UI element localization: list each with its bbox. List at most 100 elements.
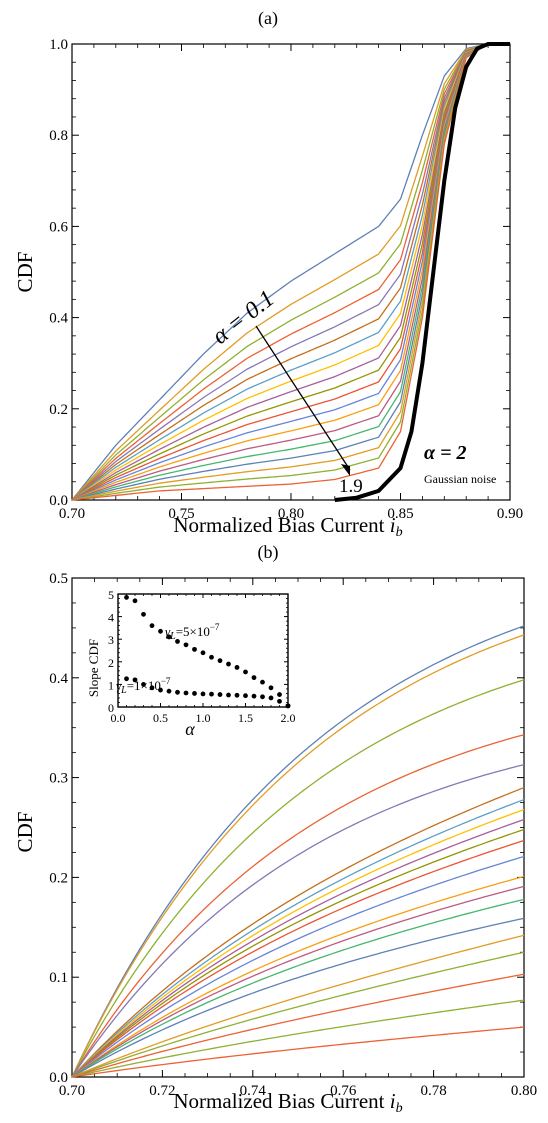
panel-a-ytick-label: 0.4 (49, 311, 68, 327)
inset-point-series-0 (132, 598, 138, 604)
inset-point-series-0 (217, 658, 223, 664)
panel-a-series-line (71, 43, 510, 501)
inset-series-0-label: γL=5×10−7 (165, 622, 220, 642)
panel-a-label: (a) (258, 8, 278, 29)
inset-xlabel: α (185, 719, 195, 739)
inset-point-series-1 (200, 691, 206, 697)
inset-point-series-1 (260, 694, 265, 700)
panel-a-ytick-label: 0.8 (49, 128, 68, 144)
panel-b-ytick-label: 0.3 (49, 771, 68, 787)
panel-b-xtick-label: 0.76 (330, 1083, 357, 1099)
inset-point-series-0 (158, 628, 163, 634)
inset-ytick-label: 3 (108, 633, 114, 647)
panel-b-label: (b) (258, 542, 279, 563)
panel-b-series-line (71, 798, 525, 1078)
inset-point-series-0 (149, 623, 155, 629)
panel-b-series-line (71, 679, 525, 1078)
inset-ytick-label: 4 (108, 611, 114, 625)
inset-point-series-1 (192, 691, 197, 696)
inset-point-series-0 (226, 661, 231, 667)
panel-b-plot: 0.70 0.72 0.74 0.76 0.78 0.80 0.0 0.1 0.2 0.3 0.4 0… (49, 571, 537, 1099)
inset-xtick-label: 2.0 (281, 711, 296, 725)
panel-b-series-line (71, 634, 525, 1078)
alpha-arrow (255, 325, 351, 471)
panel-b-ytick-label: 0.5 (49, 571, 68, 587)
inset-point-series-0 (124, 594, 129, 600)
inset-point-series-0 (175, 639, 180, 644)
inset-plot: 0.0 0.5 1.0 1.5 2.0 0 1 2 3 4 5 (88, 588, 298, 745)
panel-b-series-line (71, 973, 525, 1078)
panel-b-ytick-label: 0.4 (49, 671, 68, 687)
panel-a-ytick-label: 1.0 (49, 37, 68, 53)
inset-point-series-0 (251, 675, 257, 681)
panel-a-series (71, 42, 510, 502)
panel-b-series-line (71, 625, 525, 1078)
panel-a-xlabel: Normalized Bias Current ib (173, 513, 402, 540)
panel-b-ytick-label: 0.1 (49, 970, 68, 986)
panel-b-series-line (71, 763, 525, 1078)
alpha-arrow-head (341, 464, 350, 476)
panel-b-series-line (71, 839, 525, 1078)
inset-series-1-label: γL=1×10−7 (116, 676, 171, 696)
inset-ytick-label: 0 (108, 701, 114, 715)
panel-b-series-line (71, 808, 525, 1078)
inset-point-series-1 (226, 692, 231, 698)
panel-b-series-line (71, 898, 525, 1078)
gaussian-noise-line (334, 42, 510, 502)
inset-point-series-0 (192, 646, 197, 652)
panel-a-ytick-label: 0.2 (49, 402, 68, 418)
panel-a-series-line (71, 43, 510, 501)
inset-point-series-1 (268, 695, 274, 701)
inset-xtick-label: 0.5 (153, 711, 168, 725)
inset-point-series-1 (277, 698, 282, 704)
inset-point-series-1 (183, 690, 189, 696)
panel-b-xtick-label: 0.70 (59, 1083, 85, 1099)
panel-b-series-line (71, 885, 525, 1078)
panel-a-series-line (71, 43, 510, 501)
inset-ylabel: Slope CDF (86, 639, 101, 697)
panel-b-series-line (71, 1026, 525, 1078)
inset-point-series-0 (166, 634, 172, 640)
inset-point-series-0 (260, 679, 265, 685)
inset-point-series-1 (141, 682, 146, 687)
panel-a-series-line (71, 43, 510, 501)
panel-a-xtick-label: 0.75 (168, 506, 194, 522)
inset-point-series-1 (132, 677, 138, 683)
panel-a-series-line (71, 43, 510, 501)
inset-point-series-1 (166, 688, 172, 694)
panel-a-xtick-label: 0.70 (59, 506, 85, 522)
panel-a-series-line (71, 43, 510, 501)
panel-b-xtick-label: 0.78 (420, 1083, 446, 1099)
inset-xtick-label: 1.5 (238, 711, 253, 725)
inset-point-series-1 (285, 703, 291, 709)
panel-a-series-line (71, 43, 510, 501)
panel-a-series-line (71, 43, 510, 501)
panel-b-series-line (71, 786, 525, 1078)
inset-point-series-0 (200, 650, 206, 656)
inset-xtick-label: 1.0 (196, 711, 211, 725)
panel-b-series-line (71, 917, 525, 1078)
panel-b-series-line (71, 818, 525, 1078)
inset-ytick-label: 1 (108, 678, 114, 692)
inset-point-series-1 (251, 693, 257, 699)
inset-point-series-1 (158, 687, 163, 693)
panel-a-ytick-label: 0.0 (49, 493, 68, 509)
panel-a-series-line (71, 43, 510, 501)
panel-a-xtick-label: 0.85 (387, 506, 413, 522)
panel-a-ylabel: CDF (13, 252, 37, 293)
panel-b-series (71, 625, 525, 1078)
panel-b-series-line (71, 934, 525, 1078)
inset-point-series-1 (209, 691, 214, 697)
panel-b-series-line (71, 951, 525, 1078)
inset-point-series-1 (175, 689, 180, 695)
inset-ytick-label: 5 (108, 588, 114, 602)
panel-a-xtick-label: 0.90 (497, 506, 523, 522)
inset-point-series-0 (277, 692, 282, 697)
alpha-start-label: α = 0.1 (208, 286, 280, 350)
panel-b-ylabel: CDF (13, 812, 37, 853)
inset-point-series-1 (124, 676, 129, 682)
panel-b-xtick-label: 0.74 (240, 1083, 267, 1099)
inset-xtick-label: 0.0 (111, 711, 126, 725)
panel-a-series-line (71, 43, 510, 501)
inset-point-series-1 (149, 685, 155, 691)
